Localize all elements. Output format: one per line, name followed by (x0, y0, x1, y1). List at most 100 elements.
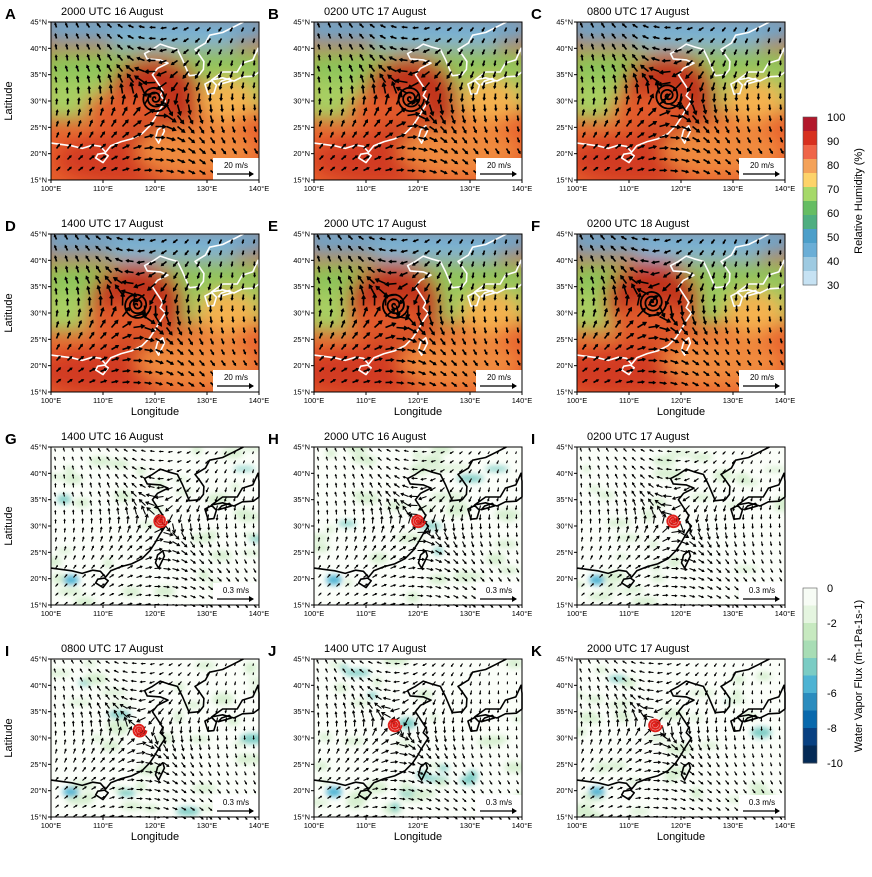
lat-tick-label: 35°N (556, 282, 573, 291)
wind-vector-head (170, 87, 176, 92)
wind-vector-head (138, 25, 142, 29)
wind-vector-head (241, 85, 245, 90)
wind-vector (166, 125, 176, 131)
wind-vector-head (75, 75, 80, 80)
wind-vector-head (435, 27, 439, 31)
wind-vector-head (194, 39, 198, 43)
wind-vector-head (779, 252, 782, 256)
x-axis-title: Longitude (657, 406, 705, 418)
wind-vector-head (505, 508, 509, 511)
wind-vector-head (592, 97, 596, 101)
wind-vector-head (318, 536, 321, 540)
wind-vector-head (482, 286, 486, 291)
wind-vector-head (779, 62, 782, 66)
wind-vector-head (86, 53, 90, 58)
wind-vector-head (57, 143, 61, 147)
wind-vector-head (218, 63, 222, 67)
wind-vector-head (515, 480, 518, 483)
wind-vector-head (514, 507, 518, 511)
wind-vector-head (133, 75, 139, 80)
wind-vector-head (516, 129, 520, 133)
wind-vector-head (745, 297, 749, 302)
lon-tick-label: 130°E (723, 184, 744, 193)
lat-tick-label: 20°N (556, 361, 573, 370)
wind-vector-head (328, 75, 332, 80)
wind-vector-head (746, 308, 750, 313)
wind-vector (166, 114, 176, 123)
wind-vector-head (62, 474, 66, 477)
lat-tick-label: 25°N (293, 335, 310, 344)
lon-tick-label: 110°E (619, 396, 639, 405)
wind-vector-head (493, 286, 497, 290)
wind-vector-head (179, 119, 185, 125)
wind-vector-head (504, 96, 508, 100)
wind-vector-head (580, 75, 584, 80)
lat-tick-label: 15°N (30, 388, 47, 397)
wind-vector-head (504, 85, 508, 89)
wind-vector-head (779, 128, 783, 133)
wind-vector-head (252, 85, 256, 89)
wind-vector-head (252, 286, 256, 290)
wind-vector-head (734, 275, 738, 279)
wind-vector-head (483, 319, 487, 324)
wind-vector-head (117, 23, 121, 27)
wind-vector-head (220, 119, 225, 123)
wind-vector-head (756, 85, 760, 90)
wind-vector-head (65, 43, 69, 47)
wind-vector-head (242, 319, 246, 323)
wind-vector-head (516, 263, 519, 267)
wind-vector-head (252, 525, 255, 529)
wind-vector-head (220, 319, 224, 324)
wind-vector-head (206, 28, 210, 32)
wind-vector-head (133, 92, 139, 98)
lon-tick-label: 140°E (249, 609, 270, 618)
lon-tick-label: 100°E (41, 609, 62, 618)
wind-vector-head (515, 40, 519, 44)
wind-vector-head (493, 297, 497, 301)
wind-vector-head (99, 95, 104, 101)
wind-vector-head (316, 447, 319, 450)
wind-vector-head (504, 62, 508, 67)
wind-vector-head (389, 237, 394, 242)
wind-vector-head (253, 274, 256, 278)
wind-vector-head (66, 108, 70, 113)
wind-vector-head (317, 473, 320, 477)
wind-vector-head (472, 319, 476, 324)
wind-vector-head (745, 241, 748, 245)
wind-vector-head (230, 308, 235, 313)
lat-tick-label: 45°N (556, 18, 573, 27)
wind-vector-head (242, 107, 246, 112)
wind-vector-head (181, 170, 186, 174)
wind-vector-head (515, 62, 519, 66)
wind-vector-head (208, 309, 213, 313)
wind-vector-head (54, 527, 57, 531)
wind-vector-head (195, 86, 200, 92)
wind-vector-head (317, 86, 321, 91)
wind-vector-head (231, 319, 235, 323)
wind-vector-head (241, 241, 245, 245)
wind-vector-head (494, 107, 498, 112)
lat-tick-label: 25°N (556, 335, 573, 344)
lon-tick-label: 140°E (775, 396, 796, 405)
wind-vector-head (756, 51, 760, 56)
wind-vector-head (591, 86, 596, 90)
lat-tick-label: 15°N (30, 601, 47, 610)
wind-vector-head (515, 29, 518, 33)
wind-vector-head (411, 37, 416, 41)
lat-tick-label: 40°N (293, 44, 310, 53)
wind-vector-head (129, 81, 135, 87)
wind-vector-head (326, 518, 329, 521)
wind-vector-head (458, 40, 462, 44)
wind-vector-head (126, 155, 130, 160)
wind-vector-head (202, 171, 206, 175)
wind-vector-head (91, 155, 95, 159)
wind-vector-head (735, 308, 739, 313)
wind-vector-head (757, 330, 761, 334)
wind-vector-head (218, 86, 223, 91)
wind-vector-head (158, 450, 162, 453)
wind-vector-head (207, 63, 211, 67)
wind-vector-head (218, 74, 222, 79)
wind-vector-head (516, 329, 520, 334)
wind-vector-head (389, 35, 394, 39)
